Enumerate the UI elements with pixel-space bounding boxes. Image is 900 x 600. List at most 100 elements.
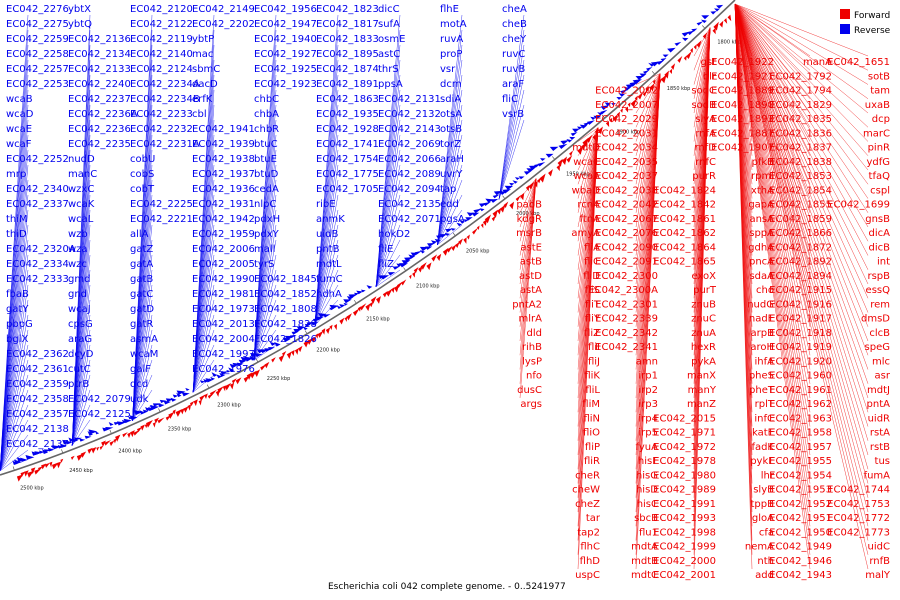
reverse-gene-label-leader xyxy=(375,149,401,287)
forward-feature-arrow xyxy=(637,92,644,100)
reverse-gene-label: EC042_2221 xyxy=(130,214,193,225)
forward-gene-label-leader xyxy=(693,27,711,57)
reverse-gene-label: EC042_1937 xyxy=(192,169,255,180)
reverse-gene-label: btuC xyxy=(254,139,278,150)
forward-feature-arrow xyxy=(229,382,235,390)
reverse-gene-label: EC042_2132 xyxy=(378,109,441,120)
forward-gene-label: infC xyxy=(754,413,774,424)
forward-gene-label: aroH xyxy=(750,342,774,353)
forward-gene-label-leader xyxy=(577,127,599,142)
reverse-gene-label: EC042_2094 xyxy=(378,184,441,195)
forward-gene-label: fliK xyxy=(584,371,600,382)
forward-gene-label: sodC xyxy=(691,86,716,97)
reverse-gene-label: EC042_1938 xyxy=(192,154,255,165)
forward-gene-label: nadE xyxy=(749,314,774,325)
forward-gene-label: fyuA xyxy=(636,442,659,453)
reverse-feature-arrow xyxy=(317,312,327,318)
forward-gene-label: purR xyxy=(692,171,716,182)
forward-gene-label: uidR xyxy=(868,413,890,424)
forward-feature-arrow xyxy=(413,266,419,274)
reverse-gene-label-leader xyxy=(253,194,277,361)
reverse-gene-label: mrp xyxy=(6,169,26,180)
reverse-feature-arrow xyxy=(228,367,235,373)
reverse-feature-arrow xyxy=(323,314,331,318)
legend-swatch-forward xyxy=(840,9,850,19)
forward-gene-label: fliA xyxy=(584,242,600,253)
forward-feature-arrow xyxy=(87,447,93,454)
reverse-gene-label: EC042_2340 xyxy=(6,184,69,195)
reverse-gene-label-leader xyxy=(375,119,401,287)
reverse-feature-arrow xyxy=(343,299,352,304)
reverse-gene-label-leader xyxy=(0,284,29,472)
reverse-feature-arrow xyxy=(691,28,698,32)
reverse-gene-label-leader xyxy=(71,329,91,446)
forward-feature-arrow xyxy=(669,68,673,75)
reverse-gene-label: cobS xyxy=(130,169,154,180)
reverse-feature-arrow xyxy=(88,429,98,435)
reverse-feature-arrow xyxy=(25,455,35,460)
forward-feature-arrow xyxy=(101,440,107,447)
forward-gene-label: EC042_1949 xyxy=(769,542,832,553)
reverse-gene-label: wzb xyxy=(68,229,88,240)
forward-feature-arrow xyxy=(286,351,292,360)
forward-gene-label: EC042_1773 xyxy=(827,527,890,538)
forward-feature-arrow xyxy=(556,164,560,172)
reverse-gene-label: wzxC xyxy=(68,184,94,195)
reverse-gene-label-leader xyxy=(498,44,525,200)
reverse-gene-label-leader xyxy=(498,89,525,200)
reverse-gene-label: wcaM xyxy=(130,349,158,360)
tick-label: 2200 kbp xyxy=(316,347,340,353)
forward-gene-label: EC042_1953 xyxy=(769,485,832,496)
reverse-feature-arrow xyxy=(273,341,281,347)
forward-feature-arrow xyxy=(20,471,26,477)
forward-gene-label-leader xyxy=(635,73,661,570)
reverse-feature-arrow xyxy=(537,161,546,167)
forward-gene-label: EC042_2037 xyxy=(595,171,658,182)
forward-gene-label: gnsB xyxy=(865,214,890,225)
reverse-gene-label: EC042_2276 xyxy=(6,4,69,15)
forward-feature-arrow xyxy=(431,254,438,262)
forward-gene-label: manZ xyxy=(687,399,716,410)
reverse-gene-label-leader xyxy=(132,389,153,421)
reverse-gene-label: fbaB xyxy=(6,289,29,300)
reverse-feature-arrow xyxy=(648,62,655,67)
forward-feature-arrow xyxy=(630,98,637,108)
reverse-feature-arrow xyxy=(250,352,260,358)
reverse-gene-label: anmK xyxy=(316,214,345,225)
reverse-feature-arrow xyxy=(681,37,689,42)
forward-gene-label: EC042_2002 xyxy=(595,86,658,97)
forward-gene-label: fliI xyxy=(588,342,600,353)
forward-gene-label-leader xyxy=(734,3,811,313)
reverse-gene-label: pbpG xyxy=(6,319,33,330)
reverse-gene-label: EC042_2337 xyxy=(6,199,69,210)
reverse-gene-label-leader xyxy=(253,299,277,361)
forward-gene-label: cheR xyxy=(575,470,600,481)
reverse-gene-label: wcaL xyxy=(68,214,94,225)
forward-feature-arrow xyxy=(385,288,393,297)
reverse-gene-label: EC042_1941 xyxy=(192,124,255,135)
forward-feature-arrow xyxy=(56,461,62,469)
forward-gene-label: fliO xyxy=(583,428,600,439)
forward-gene-label: nemA xyxy=(745,542,774,553)
forward-gene-label: EC042_1907 xyxy=(711,143,774,154)
reverse-gene-label: EC042_2358 xyxy=(6,394,69,405)
reverse-gene-label: EC042_1863 xyxy=(316,94,379,105)
reverse-gene-label: EC042_2134 xyxy=(68,49,131,60)
forward-gene-label: irp5 xyxy=(638,428,658,439)
forward-feature-arrow xyxy=(627,102,631,108)
reverse-feature-arrow xyxy=(105,427,114,431)
forward-gene-label: mdtD xyxy=(572,143,600,154)
reverse-feature-arrow xyxy=(229,363,237,369)
forward-gene-label: mdtA xyxy=(631,542,658,553)
forward-gene-label: sbcB xyxy=(634,513,658,524)
forward-gene-label-leader xyxy=(519,178,537,256)
reverse-gene-label-leader xyxy=(192,179,215,393)
reverse-feature-arrow xyxy=(660,57,667,62)
reverse-gene-label-leader xyxy=(0,224,29,472)
forward-gene-label: pykA xyxy=(691,356,716,367)
reverse-gene-label: ybtX xyxy=(68,4,91,15)
reverse-gene-label-leader xyxy=(314,104,339,326)
reverse-gene-label: EC042_2066 xyxy=(378,154,441,165)
reverse-gene-label: wcaF xyxy=(6,139,32,150)
tick-label: 1950 kbp xyxy=(566,172,590,178)
